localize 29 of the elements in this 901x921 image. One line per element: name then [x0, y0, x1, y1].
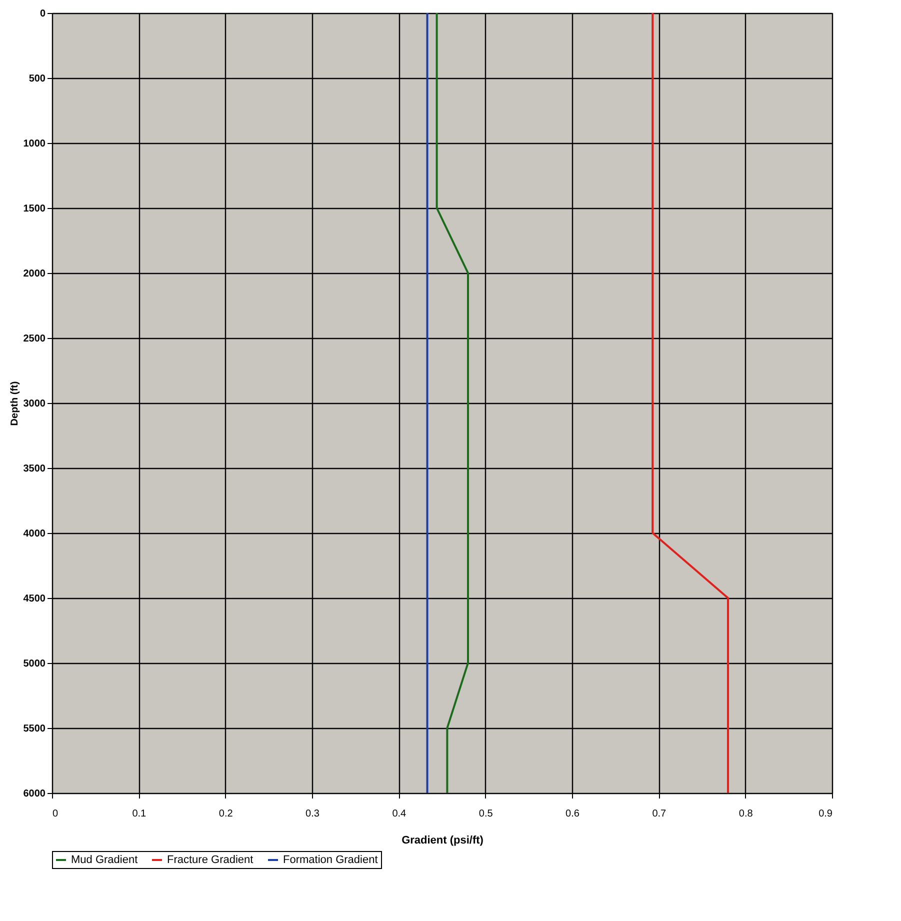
y-tick-label: 5500 — [23, 724, 46, 734]
legend-label: Fracture Gradient — [167, 854, 254, 866]
y-tick-label: 4000 — [23, 528, 46, 540]
x-tick-label: 0.3 — [306, 808, 320, 820]
x-axis-title: Gradient (psi/ft) — [402, 834, 484, 846]
y-tick-label: 0 — [40, 8, 46, 20]
legend-label: Mud Gradient — [71, 854, 138, 866]
y-axis-title: Depth (ft) — [9, 381, 20, 426]
y-tick-label: 2500 — [23, 334, 46, 344]
x-tick-label: 0.2 — [218, 808, 234, 820]
x-tick-label: 0 — [52, 808, 58, 820]
x-tick-label: 0.6 — [566, 808, 580, 820]
y-tick-label: 4500 — [23, 594, 46, 604]
y-tick-label: 6000 — [23, 788, 46, 800]
y-tick-label: 5000 — [23, 658, 46, 670]
x-tick-label: 0.5 — [478, 808, 494, 820]
x-tick-label: 0.4 — [392, 808, 407, 820]
y-tick-label: 1000 — [23, 138, 46, 150]
y-tick-label: 3500 — [23, 464, 46, 474]
y-tick-label: 2000 — [23, 268, 46, 280]
x-tick-label: 0.8 — [738, 808, 754, 820]
x-tick-label: 0.9 — [818, 808, 833, 820]
y-tick-label: 1500 — [23, 204, 46, 214]
line-series — [436, 12, 469, 794]
legend-label: Formation Gradient — [283, 854, 378, 866]
y-tick-label: 3000 — [23, 398, 46, 410]
x-tick-label: 0.1 — [132, 808, 147, 820]
x-tick-label: 0.7 — [652, 808, 667, 820]
y-tick-label: 500 — [28, 74, 46, 84]
